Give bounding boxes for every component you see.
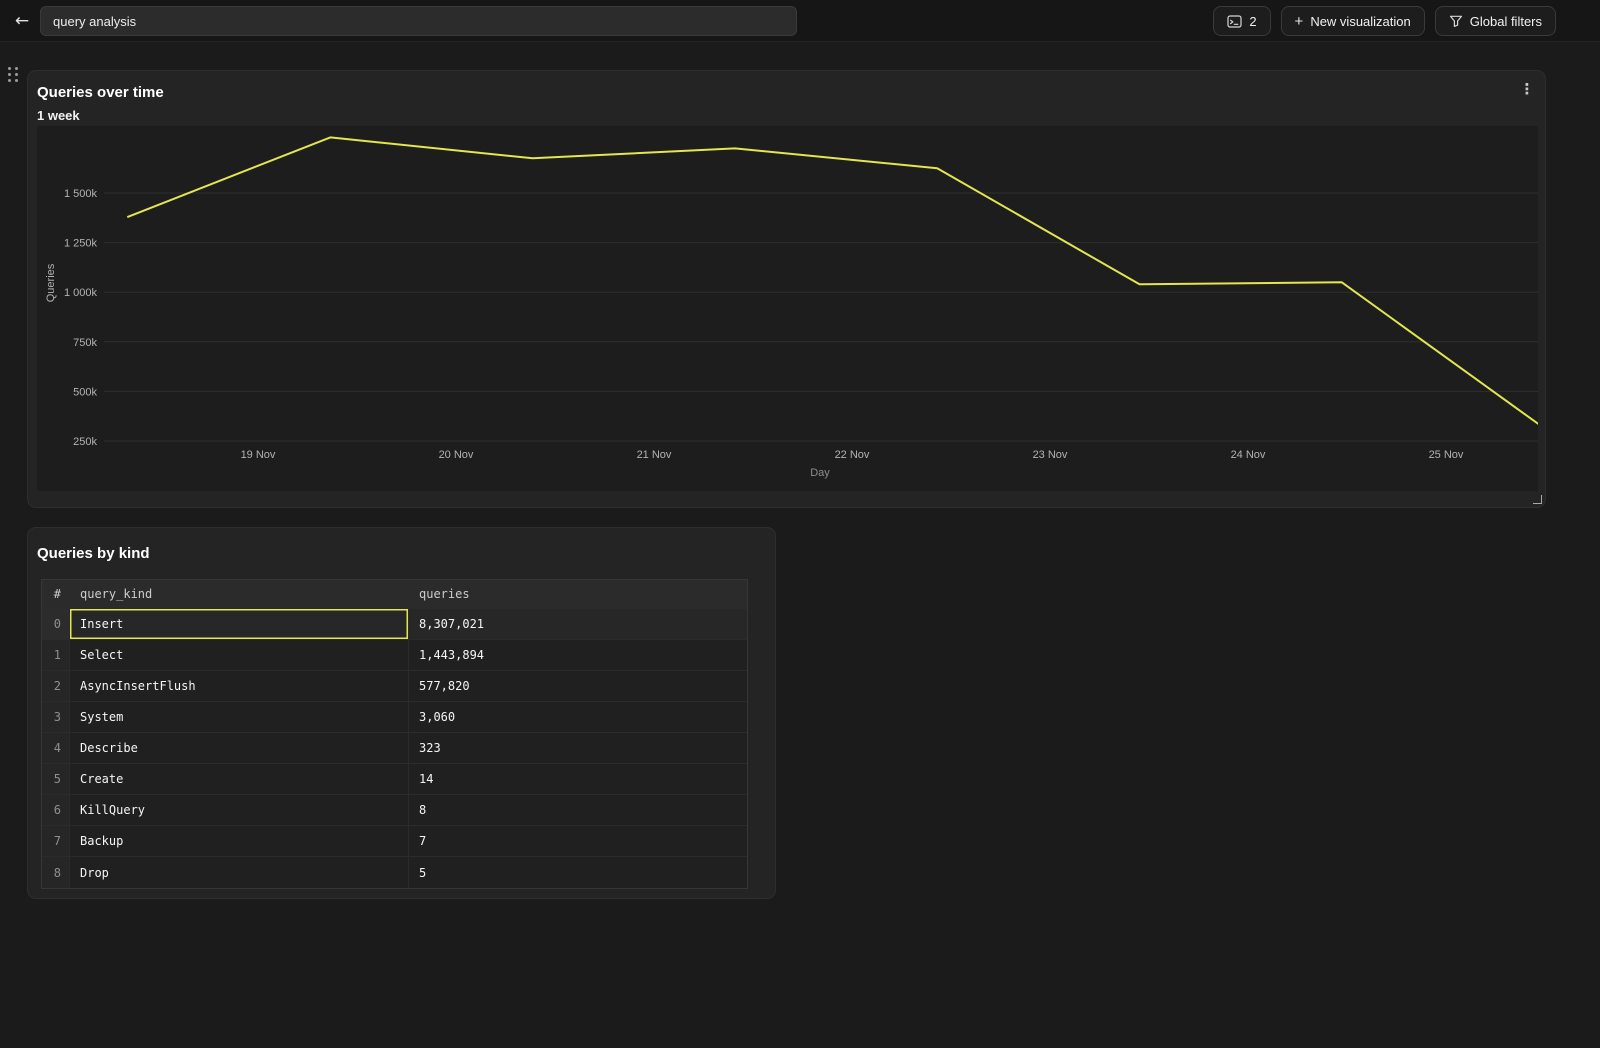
- y-axis-tick-label: 500k: [73, 386, 97, 398]
- x-axis-tick-label: 22 Nov: [835, 449, 870, 461]
- query-kind-cell[interactable]: Select: [70, 640, 409, 671]
- queries-over-time-panel: Queries over time 1 week ⋮ 250k 500k 750k 1…: [27, 70, 1546, 508]
- query-kind-cell[interactable]: Insert: [70, 609, 409, 640]
- query-kind-cell[interactable]: Backup: [70, 826, 409, 857]
- queries-value-cell[interactable]: 323: [409, 733, 747, 764]
- table-row: 8 Drop 5: [42, 857, 747, 888]
- row-index-cell[interactable]: 8: [42, 857, 70, 888]
- query-kind-cell[interactable]: Describe: [70, 733, 409, 764]
- queries-value-cell[interactable]: 3,060: [409, 702, 747, 733]
- queries-value-cell[interactable]: 577,820: [409, 671, 747, 702]
- queries-value-cell[interactable]: 7: [409, 826, 747, 857]
- queries-value-cell[interactable]: 1,443,894: [409, 640, 747, 671]
- open-consoles-count: 2: [1249, 13, 1257, 29]
- open-consoles-button[interactable]: 2: [1213, 6, 1271, 36]
- back-button[interactable]: ←: [8, 7, 36, 35]
- new-visualization-button[interactable]: + New visualization: [1280, 6, 1425, 36]
- query-kind-cell[interactable]: System: [70, 702, 409, 733]
- query-kind-cell[interactable]: KillQuery: [70, 795, 409, 826]
- x-axis-tick-label: 25 Nov: [1429, 449, 1464, 461]
- x-axis-tick-label: 20 Nov: [439, 449, 474, 461]
- panel-menu-button[interactable]: ⋮: [1517, 79, 1537, 99]
- funnel-icon: [1449, 15, 1462, 27]
- global-filters-label: Global filters: [1469, 13, 1542, 29]
- line-chart-plot-area[interactable]: 250k 500k 750k 1 000k 1 250k 1 500k 19 Nov 20 N…: [37, 126, 1546, 491]
- topbar-actions: 2 + New visualization Global filters: [1213, 6, 1556, 36]
- x-axis-title: Day: [810, 467, 830, 479]
- y-axis-tick-label: 1 250k: [64, 238, 98, 250]
- panel-resize-handle[interactable]: [1533, 495, 1542, 504]
- row-index-cell[interactable]: 1: [42, 640, 70, 671]
- table-row: 0 Insert 8,307,021: [42, 609, 747, 640]
- queries-series-line: [127, 136, 1546, 430]
- queries-line-chart[interactable]: 250k 500k 750k 1 000k 1 250k 1 500k 19 Nov 20 N…: [37, 126, 1546, 491]
- global-filters-button[interactable]: Global filters: [1434, 6, 1556, 36]
- queries-value-cell[interactable]: 8,307,021: [409, 609, 747, 640]
- queries-value-cell[interactable]: 8: [409, 795, 747, 826]
- arrow-left-icon: ←: [14, 11, 30, 31]
- queries-by-kind-table: # query_kind queries 0 Insert 8,307,021 1 Sele…: [41, 579, 748, 889]
- y-axis-tick-label: 1 000k: [64, 287, 98, 299]
- x-axis-tick-label: 23 Nov: [1033, 449, 1068, 461]
- x-axis-tick-label: 19 Nov: [241, 449, 276, 461]
- table-row: 3 System 3,060: [42, 702, 747, 733]
- kebab-menu-icon: ⋮: [1519, 80, 1535, 98]
- plus-icon: +: [1294, 12, 1304, 30]
- dashboard-title-input[interactable]: [40, 6, 797, 36]
- queries-value-cell[interactable]: 14: [409, 764, 747, 795]
- row-index-cell[interactable]: 4: [42, 733, 70, 764]
- column-header-query_kind[interactable]: query_kind: [70, 580, 409, 609]
- row-index-cell[interactable]: 7: [42, 826, 70, 857]
- table-row: 2 AsyncInsertFlush 577,820: [42, 671, 747, 702]
- table-row: 1 Select 1,443,894: [42, 640, 747, 671]
- x-axis-tick-label: 24 Nov: [1231, 449, 1266, 461]
- new-visualization-label: New visualization: [1310, 13, 1411, 29]
- y-axis-tick-label: 750k: [73, 337, 97, 349]
- table-row: 4 Describe 323: [42, 733, 747, 764]
- y-axis-tick-label: 250k: [73, 436, 97, 448]
- row-index-cell[interactable]: 5: [42, 764, 70, 795]
- chart-panel-subtitle: 1 week: [37, 108, 80, 123]
- table-row: 5 Create 14: [42, 764, 747, 795]
- chart-panel-title: Queries over time: [37, 84, 164, 101]
- row-index-cell[interactable]: 2: [42, 671, 70, 702]
- column-header-index[interactable]: #: [42, 580, 70, 609]
- row-index-cell[interactable]: 3: [42, 702, 70, 733]
- terminal-window-icon: [1227, 14, 1242, 28]
- x-axis-tick-label: 21 Nov: [637, 449, 672, 461]
- query-kind-cell[interactable]: Create: [70, 764, 409, 795]
- table-header-row: # query_kind queries: [42, 580, 747, 609]
- queries-by-kind-panel: Queries by kind # query_kind queries 0 Inse…: [27, 527, 776, 899]
- queries-value-cell[interactable]: 5: [409, 857, 747, 888]
- panel-drag-handle-icon[interactable]: [8, 67, 21, 83]
- query-kind-cell[interactable]: Drop: [70, 857, 409, 888]
- topbar: ← 2 + New visualization Global filters: [0, 0, 1600, 42]
- column-header-queries[interactable]: queries: [409, 580, 747, 609]
- y-axis-title: Queries: [45, 263, 57, 302]
- query-kind-cell[interactable]: AsyncInsertFlush: [70, 671, 409, 702]
- table-row: 6 KillQuery 8: [42, 795, 747, 826]
- table-row: 7 Backup 7: [42, 826, 747, 857]
- row-index-cell[interactable]: 6: [42, 795, 70, 826]
- row-index-cell[interactable]: 0: [42, 609, 70, 640]
- y-axis-tick-label: 1 500k: [64, 188, 98, 200]
- table-panel-title: Queries by kind: [37, 545, 150, 562]
